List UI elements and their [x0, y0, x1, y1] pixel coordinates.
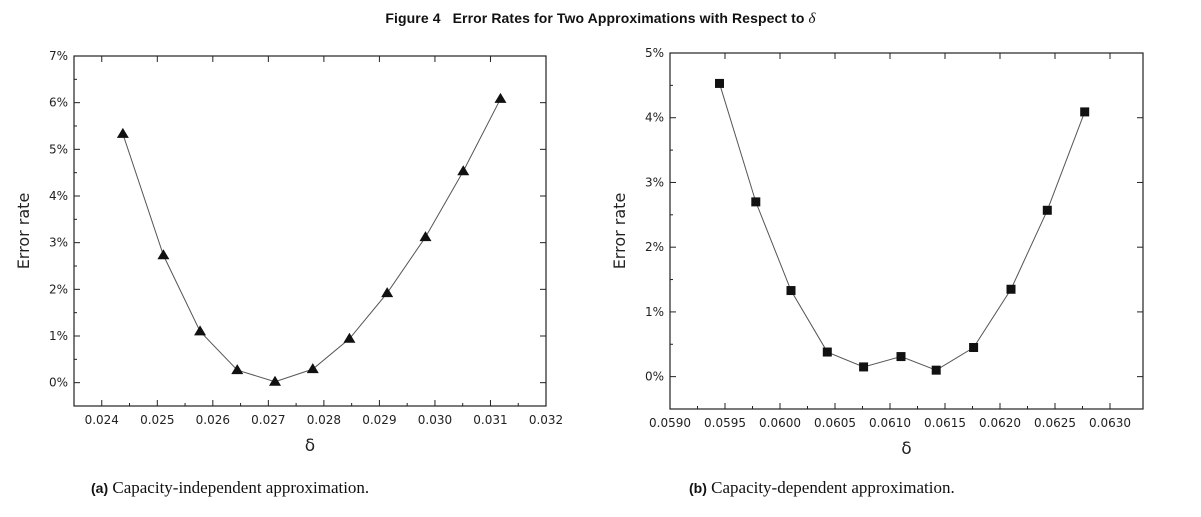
figure-title-text: Error Rates for Two Approximations with …	[452, 10, 805, 26]
caption-b: (b) Capacity-dependent approximation.	[689, 478, 955, 498]
data-point-square	[1080, 107, 1090, 117]
x-tick-label: 0.029	[362, 413, 396, 427]
y-tick-label: 1%	[49, 329, 68, 343]
y-tick-label: 4%	[49, 189, 68, 203]
data-point-triangle	[343, 332, 356, 343]
y-tick-label: 0%	[49, 376, 68, 390]
data-point-triangle	[116, 127, 129, 138]
data-point-triangle	[269, 375, 282, 386]
x-tick-label: 0.028	[307, 413, 341, 427]
plot-frame	[73, 55, 547, 407]
x-tick-label: 0.0615	[924, 416, 966, 430]
data-point-triangle	[231, 364, 244, 375]
data-point-triangle	[306, 363, 319, 374]
x-axis-label: δ	[305, 436, 315, 456]
y-tick-label: 3%	[645, 175, 664, 189]
data-point-triangle	[457, 165, 470, 176]
plot-frame	[669, 52, 1144, 410]
y-tick-label: 3%	[49, 236, 68, 250]
data-point-square	[896, 352, 906, 362]
caption-a-text: Capacity-independent approximation.	[112, 478, 370, 497]
x-tick-label: 0.025	[140, 413, 174, 427]
chart-a: 0.024 0.025 0.026 0.027 0.028 0.029 0.030 0.031…	[14, 49, 563, 456]
y-axis-label: Error rate	[610, 193, 629, 270]
y-tick-label: 0%	[645, 370, 664, 384]
x-tick-label: 0.0595	[704, 416, 746, 430]
caption-b-text: Capacity-dependent approximation.	[711, 478, 955, 497]
data-point-square	[1006, 284, 1016, 294]
figure-title: Figure 4 Error Rates for Two Approximati…	[0, 10, 1201, 28]
y-tick-label: 2%	[49, 282, 68, 296]
data-point-square	[822, 347, 832, 357]
data-point-triangle	[381, 287, 394, 298]
data-point-square	[751, 197, 761, 207]
y-tick-label: 1%	[645, 305, 664, 319]
x-axis-label: δ	[901, 439, 911, 459]
y-tick-label: 5%	[49, 142, 68, 156]
caption-b-letter: (b)	[689, 480, 707, 496]
data-point-square	[969, 343, 979, 353]
y-tick-label: 2%	[645, 240, 664, 254]
x-tick-label: 0.032	[529, 413, 563, 427]
data-point-square	[715, 78, 724, 88]
x-tick-label: 0.026	[196, 413, 230, 427]
y-tick-label: 7%	[49, 49, 68, 63]
x-tick-label: 0.027	[251, 413, 285, 427]
series-line	[122, 98, 501, 383]
data-point-triangle	[157, 249, 170, 260]
figure-title-symbol: δ	[808, 11, 816, 27]
x-tick-label: 0.0630	[1089, 416, 1131, 430]
series-line	[719, 83, 1086, 371]
x-tick-label: 0.030	[418, 413, 452, 427]
x-tick-label: 0.0610	[869, 416, 911, 430]
data-point-square	[786, 286, 796, 296]
data-point-triangle	[494, 92, 507, 103]
x-tick-label: 0.031	[473, 413, 507, 427]
x-tick-label: 0.024	[85, 413, 119, 427]
caption-a: (a) Capacity-independent approximation.	[91, 478, 369, 498]
figure-number: Figure 4	[385, 10, 441, 26]
y-axis-label: Error rate	[14, 193, 33, 270]
y-tick-label: 5%	[645, 46, 664, 60]
x-tick-label: 0.0590	[649, 416, 691, 430]
x-tick-label: 0.0605	[814, 416, 856, 430]
y-tick-label: 6%	[49, 96, 68, 110]
data-point-square	[931, 365, 941, 375]
data-point-square	[859, 362, 869, 372]
data-point-square	[1042, 205, 1052, 215]
x-tick-label: 0.0625	[1034, 416, 1076, 430]
data-point-triangle	[419, 231, 432, 242]
x-tick-label: 0.0600	[759, 416, 801, 430]
data-point-triangle	[194, 325, 207, 336]
chart-b: 0.0590 0.0595 0.0600 0.0605 0.0610 0.0615 0.06…	[610, 46, 1144, 459]
y-tick-label: 4%	[645, 111, 664, 125]
x-tick-label: 0.0620	[979, 416, 1021, 430]
caption-a-letter: (a)	[91, 480, 109, 496]
